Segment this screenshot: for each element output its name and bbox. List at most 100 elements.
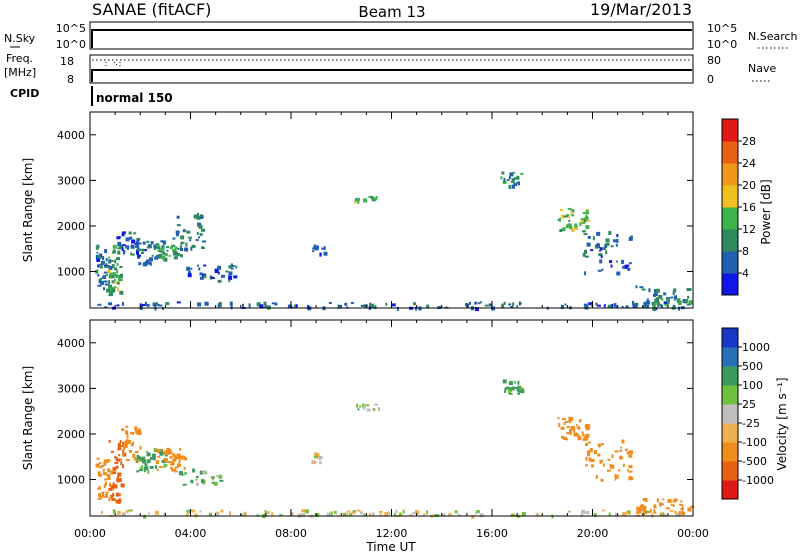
echo-cell — [166, 249, 169, 252]
echo-cell — [111, 288, 116, 293]
echo-cell — [125, 237, 130, 242]
echo-cell — [535, 512, 538, 515]
echo-cell — [105, 274, 108, 277]
echo-cell — [114, 267, 118, 271]
echo-cell — [108, 266, 113, 270]
echo-cell — [123, 444, 128, 449]
x-tick-label: 08:00 — [275, 527, 307, 540]
echo-cell — [137, 242, 142, 245]
echo-cell — [645, 498, 648, 502]
echo-cell — [137, 254, 142, 257]
echo-cell — [107, 468, 111, 473]
echo-cell — [569, 431, 571, 436]
echo-cell — [149, 465, 154, 469]
echo-cell — [137, 428, 141, 433]
echo-cell — [517, 390, 521, 393]
echo-cell — [357, 408, 360, 411]
echo-cell — [616, 239, 619, 243]
echo-cell — [219, 479, 224, 482]
echo-cell — [190, 267, 193, 270]
echo-cell — [510, 306, 514, 308]
echo-cell — [190, 246, 193, 251]
echo-cell — [628, 237, 633, 240]
echo-cell — [375, 195, 378, 198]
echo-cell — [209, 512, 212, 516]
echo-cell — [122, 453, 124, 457]
velocity-colorbar-label: Velocity [m s⁻¹] — [775, 377, 789, 470]
echo-cell — [101, 491, 105, 494]
echo-cell — [318, 457, 322, 460]
echo-cell — [585, 433, 590, 438]
echo-cell — [316, 453, 320, 458]
echo-cell — [619, 456, 624, 459]
echo-cell — [510, 513, 515, 517]
echo-cell — [176, 453, 181, 458]
echo-cell — [588, 302, 593, 306]
echo-cell — [152, 302, 157, 307]
echo-cell — [201, 479, 204, 484]
echo-cell — [114, 461, 119, 464]
echo-cell — [656, 301, 660, 306]
echo-cell — [662, 498, 665, 501]
echo-cell — [144, 466, 149, 471]
echo-cell — [639, 286, 644, 289]
echo-cell — [121, 247, 124, 252]
echo-cell — [112, 249, 116, 253]
echo-cell — [116, 236, 121, 240]
echo-cell — [474, 307, 479, 312]
echo-cell — [560, 426, 565, 430]
echo-cell — [674, 295, 677, 300]
echo-cell — [167, 461, 172, 463]
echo-cell — [640, 504, 644, 508]
echo-cell — [109, 273, 112, 278]
echo-cell — [616, 260, 618, 263]
echo-cell — [660, 512, 662, 516]
echo-cell — [354, 200, 357, 204]
echo-cell — [104, 266, 109, 268]
colorbar-segment — [722, 461, 738, 481]
echo-cell — [115, 499, 120, 504]
echo-cell — [143, 469, 146, 473]
echo-cell — [583, 220, 586, 224]
echo-cell — [228, 271, 233, 276]
echo-cell — [112, 509, 116, 514]
echo-cell — [585, 210, 589, 215]
echo-cell — [600, 478, 604, 482]
echo-cell — [158, 304, 163, 307]
echo-cell — [240, 513, 245, 517]
echo-cell — [316, 512, 320, 516]
echo-cell — [622, 265, 625, 269]
echo-cell — [111, 251, 116, 254]
echo-cell — [566, 214, 570, 217]
echo-cell — [174, 246, 178, 250]
echo-cell — [598, 253, 603, 257]
echo-cell — [520, 302, 522, 305]
echo-cell — [121, 445, 124, 447]
echo-cell — [561, 436, 565, 438]
echo-cell — [103, 472, 107, 476]
echo-cell — [97, 471, 101, 475]
echo-cell — [143, 514, 147, 519]
y-tick-label: 2000 — [57, 428, 85, 441]
echo-cell — [105, 481, 108, 486]
echo-cell — [582, 252, 586, 257]
echo-cell — [670, 296, 674, 299]
echo-cell — [511, 178, 516, 181]
echo-cell — [610, 245, 614, 248]
echo-cell — [313, 460, 317, 464]
echo-cell — [176, 215, 180, 219]
echo-cell — [360, 304, 365, 307]
echo-cell — [587, 441, 591, 444]
echo-cell — [363, 513, 366, 516]
echo-cell — [568, 216, 570, 219]
echo-cell — [662, 512, 665, 517]
echo-cell — [471, 514, 475, 519]
echo-cell — [326, 512, 331, 517]
echo-cell — [123, 251, 125, 255]
echo-cell — [641, 288, 646, 291]
echo-cell — [571, 227, 575, 232]
echo-cell — [561, 214, 565, 219]
echo-cell — [368, 512, 371, 516]
echo-cell — [514, 387, 519, 389]
echo-cell — [189, 239, 192, 242]
